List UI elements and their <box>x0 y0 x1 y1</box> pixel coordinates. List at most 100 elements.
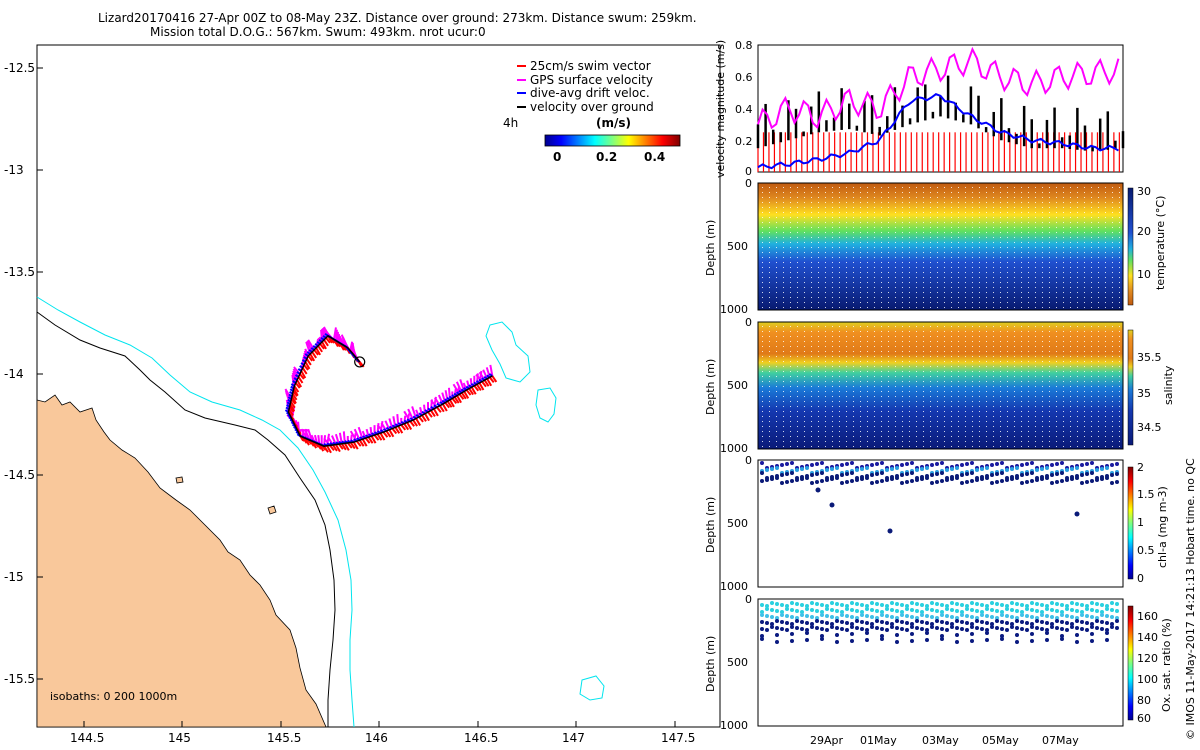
profile-sample <box>965 381 966 382</box>
oxygen-sample <box>865 614 869 618</box>
profile-sample <box>867 366 868 367</box>
profile-sample <box>790 262 791 263</box>
profile-sample <box>1056 237 1057 238</box>
profile-sample <box>1049 202 1050 203</box>
profile-sample <box>1112 287 1113 288</box>
oxygen-sample <box>1045 604 1049 608</box>
profile-sample <box>1014 441 1015 442</box>
oxygen-sample <box>940 613 944 617</box>
profile-sample <box>972 252 973 253</box>
profile-sample <box>1070 297 1071 298</box>
oxygen-sample <box>1035 609 1039 613</box>
profile-sample <box>972 326 973 327</box>
oxygen-sample <box>840 603 844 607</box>
profile-sample <box>1098 376 1099 377</box>
oxygen-sample <box>1050 608 1054 612</box>
profile-sample <box>944 381 945 382</box>
profile-sample <box>853 386 854 387</box>
profile-sample <box>1112 237 1113 238</box>
profile-sample <box>860 391 861 392</box>
profile-sample <box>1098 227 1099 228</box>
profile-sample <box>1119 421 1120 422</box>
profile-sample <box>972 436 973 437</box>
profile-sample <box>874 426 875 427</box>
profile-sample <box>853 282 854 283</box>
oxygen-sample <box>855 616 859 620</box>
swim-vector <box>421 414 427 422</box>
profile-sample <box>979 277 980 278</box>
profile-sample <box>1014 386 1015 387</box>
swim-vector <box>329 444 335 451</box>
profile-sample <box>1063 227 1064 228</box>
profile-sample <box>1070 292 1071 293</box>
oxygen-sample <box>810 615 814 619</box>
oxygen-sample <box>985 628 989 632</box>
chla-sample <box>1110 463 1114 467</box>
profile-sample <box>881 247 882 248</box>
profile-sample <box>1056 257 1057 258</box>
profile-sample <box>1042 331 1043 332</box>
profile-sample <box>846 222 847 223</box>
profile-sample <box>776 277 777 278</box>
profile-sample <box>804 292 805 293</box>
profile-sample <box>867 406 868 407</box>
profile-sample <box>909 302 910 303</box>
temp-ytick: 0 <box>745 177 752 190</box>
profile-sample <box>888 406 889 407</box>
profile-sample <box>958 272 959 273</box>
date-tick: 01May <box>860 734 897 747</box>
profile-sample <box>937 257 938 258</box>
vel-ytick: 0 <box>745 165 752 178</box>
profile-sample <box>867 446 868 447</box>
profile-sample <box>1091 242 1092 243</box>
profile-sample <box>1063 247 1064 248</box>
profile-sample <box>979 227 980 228</box>
profile-sample <box>895 396 896 397</box>
profile-sample <box>1063 331 1064 332</box>
profile-sample <box>1105 287 1106 288</box>
profile-sample <box>888 272 889 273</box>
profile-sample <box>1105 326 1106 327</box>
profile-sample <box>923 331 924 332</box>
profile-sample <box>1077 297 1078 298</box>
profile-sample <box>790 446 791 447</box>
profile-sample <box>1028 207 1029 208</box>
profile-sample <box>1119 197 1120 198</box>
profile-sample <box>951 441 952 442</box>
profile-sample <box>1000 187 1001 188</box>
profile-sample <box>1049 222 1050 223</box>
chla-sample <box>1005 468 1009 472</box>
chla-sample <box>870 463 874 467</box>
oxygen-sample <box>850 622 854 626</box>
profile-sample <box>986 421 987 422</box>
profile-sample <box>832 401 833 402</box>
profile-sample <box>1105 302 1106 303</box>
profile-sample <box>944 197 945 198</box>
profile-sample <box>797 326 798 327</box>
profile-sample <box>811 426 812 427</box>
profile-sample <box>860 426 861 427</box>
profile-sample <box>1049 277 1050 278</box>
profile-sample <box>1021 341 1022 342</box>
map-ytick-label: -15.5 <box>4 672 35 686</box>
profile-sample <box>1028 292 1029 293</box>
profile-sample <box>853 331 854 332</box>
profile-sample <box>951 436 952 437</box>
profile-sample <box>776 257 777 258</box>
profile-sample <box>853 222 854 223</box>
profile-sample <box>888 212 889 213</box>
profile-sample <box>965 341 966 342</box>
profile-sample <box>965 232 966 233</box>
profile-sample <box>1007 366 1008 367</box>
profile-sample <box>1021 232 1022 233</box>
chla-sample <box>870 481 874 485</box>
profile-sample <box>1056 356 1057 357</box>
profile-sample <box>944 441 945 442</box>
profile-sample <box>1070 287 1071 288</box>
profile-sample <box>1070 217 1071 218</box>
profile-sample <box>881 292 882 293</box>
profile-sample <box>797 351 798 352</box>
profile-sample <box>965 351 966 352</box>
chla-sample <box>920 467 924 471</box>
profile-sample <box>790 331 791 332</box>
